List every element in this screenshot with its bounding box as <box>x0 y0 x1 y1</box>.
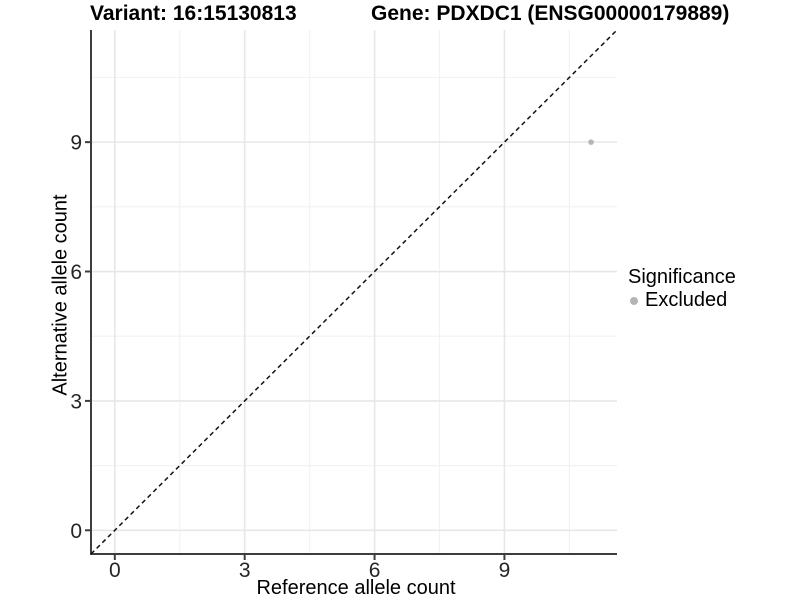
y-axis-title: Alternative allele count <box>49 194 72 396</box>
legend-title: Significance <box>628 266 736 288</box>
y-tick-label: 9 <box>70 132 82 155</box>
data-point <box>588 139 594 145</box>
plot-title-variant: Variant: 16:15130813 <box>90 2 297 25</box>
plot-title-gene: Gene: PDXDC1 (ENSG00000179889) <box>371 2 730 25</box>
y-tick-label: 6 <box>70 261 82 284</box>
x-tick-label: 6 <box>369 559 381 582</box>
identity-dashed-line <box>90 29 618 555</box>
x-tick-label: 3 <box>239 559 251 582</box>
y-tick-label: 3 <box>70 390 82 413</box>
legend-item-label: Excluded <box>645 289 728 311</box>
x-axis-title: Reference allele count <box>256 577 456 599</box>
legend-item-excluded: Excluded <box>628 289 736 312</box>
legend: Significance Excluded <box>628 266 736 312</box>
x-tick-label: 0 <box>109 559 121 582</box>
legend-point-icon <box>630 296 638 305</box>
y-tick-label: 0 <box>70 520 82 543</box>
x-tick-label: 9 <box>499 559 511 582</box>
